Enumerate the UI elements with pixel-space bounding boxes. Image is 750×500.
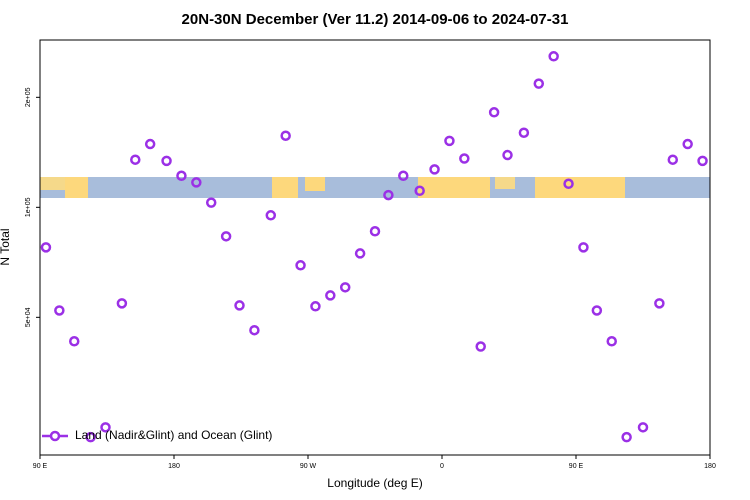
point: [310, 301, 321, 312]
legend-marker: [49, 430, 61, 442]
point: [68, 336, 80, 347]
point: [682, 138, 693, 150]
point: [161, 155, 172, 167]
point: [249, 324, 260, 336]
point: [54, 305, 65, 316]
point: [488, 107, 500, 118]
x-tick-label: 180: [168, 463, 180, 470]
x-tick-label: 90 E: [569, 463, 584, 470]
point: [234, 300, 245, 311]
point: [606, 336, 617, 347]
point: [85, 431, 96, 443]
point: [176, 170, 187, 182]
point: [383, 189, 394, 201]
point: [654, 298, 665, 309]
y-tick-label: 2e+05: [25, 87, 32, 107]
y-tick-label: 1e+05: [25, 197, 32, 217]
point: [220, 231, 232, 242]
point: [295, 260, 306, 271]
point: [475, 341, 486, 352]
x-tick-label: 90 E: [33, 463, 48, 470]
point: [116, 298, 128, 309]
point: [265, 210, 277, 221]
point: [40, 242, 52, 253]
point: [280, 130, 291, 141]
point: [339, 282, 351, 293]
point: [459, 153, 470, 164]
point: [578, 242, 589, 253]
point: [354, 248, 366, 259]
point: [667, 154, 679, 165]
point: [100, 422, 111, 433]
point: [205, 197, 217, 208]
point: [325, 290, 336, 301]
point: [591, 305, 603, 316]
point: [444, 135, 455, 147]
x-tick-label: 0: [440, 463, 444, 470]
point: [533, 78, 545, 89]
point: [518, 127, 530, 138]
point: [502, 149, 513, 161]
plot-frame: [39, 39, 711, 456]
point: [429, 164, 440, 175]
point: [144, 138, 156, 150]
x-tick-label: 90 W: [300, 463, 317, 470]
point: [621, 431, 632, 443]
point: [637, 422, 649, 433]
point: [191, 177, 202, 188]
point: [369, 226, 381, 237]
y-axis-label: N Total: [0, 228, 12, 265]
point: [563, 178, 574, 190]
legend-label: Land (Nadir&Glint) and Ocean (Glint): [75, 428, 272, 442]
x-tick-label: 180: [704, 463, 716, 470]
point: [548, 51, 559, 62]
y-tick-label: 5e+04: [25, 307, 32, 327]
point: [398, 170, 409, 182]
point: [697, 155, 708, 167]
point: [414, 185, 425, 197]
x-axis-label: Longitude (deg E): [327, 476, 422, 490]
chart-title: 20N-30N December (Ver 11.2) 2014-09-06 t…: [182, 11, 569, 28]
map-strip: [40, 177, 710, 198]
point: [130, 154, 141, 165]
